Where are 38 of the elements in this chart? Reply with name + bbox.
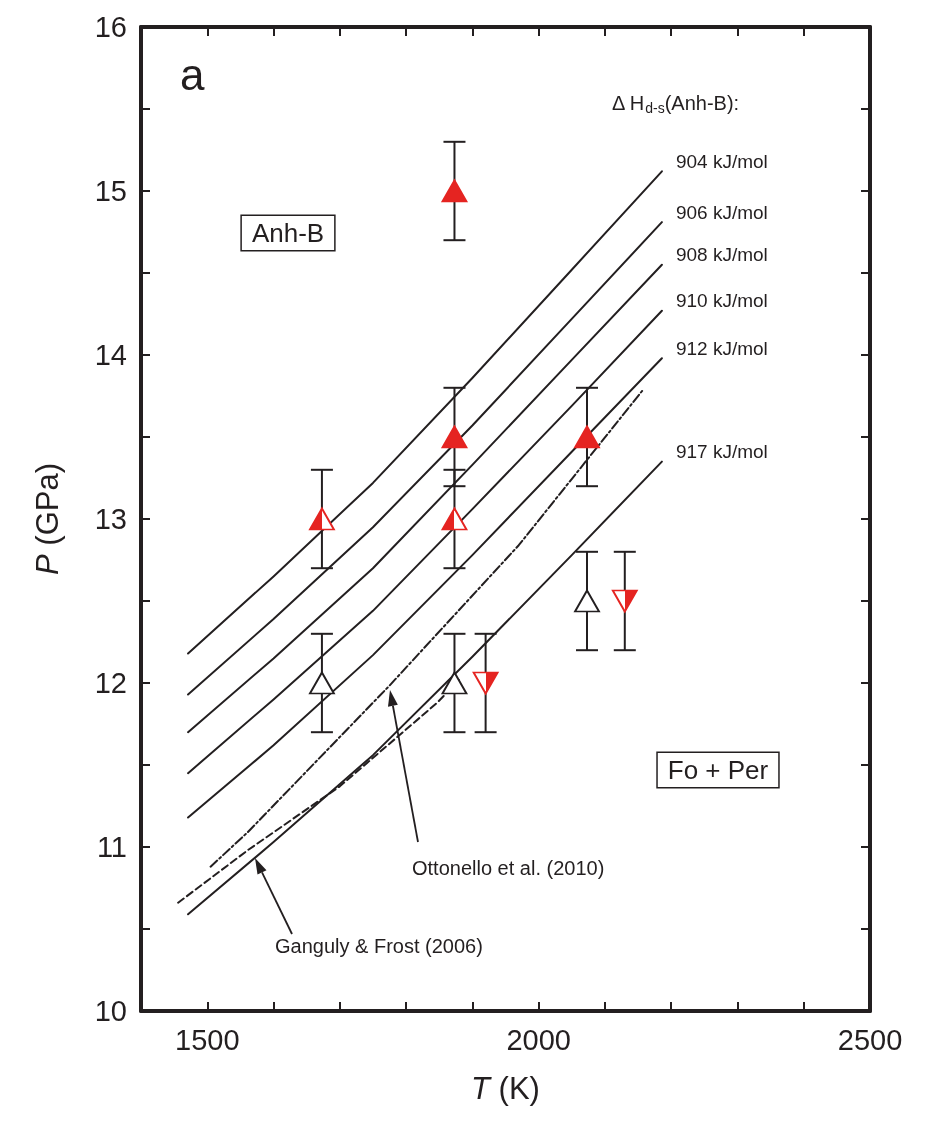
annotation: a [180,49,205,99]
series-label: 904 kJ/mol [675,150,768,172]
series-label: 910 kJ/mol [675,290,768,312]
x-tick-label: 2000 [506,1023,571,1056]
series-label: 917 kJ/mol [675,441,768,463]
y-tick-label: 10 [94,995,127,1027]
point [611,589,638,613]
line-series [187,357,663,819]
annotation: Fo + Per [667,755,769,785]
annotation: Ottonello et al. (2010) [412,857,605,879]
x-tick-label: 2500 [837,1023,903,1056]
series-label: 912 kJ/mol [675,337,768,359]
line-series [187,170,663,655]
y-tick-label: 13 [94,503,127,535]
point [441,425,468,449]
y-tick-label: 12 [94,667,127,699]
series-label: 908 kJ/mol [675,244,768,266]
annotation: Ganguly & Frost (2006) [275,935,483,957]
point [574,425,600,449]
x-tick-label: 1500 [175,1023,240,1056]
point [574,589,600,613]
y-tick-label: 15 [94,175,127,207]
point [441,179,468,203]
line-series [187,263,663,734]
point [309,507,335,531]
y-tick-label: 14 [94,339,127,371]
point [309,671,335,695]
y-tick-label: 11 [96,831,127,863]
y-axis-title: P (GPa) [30,463,65,575]
point [441,671,468,695]
y-tick-label: 16 [94,11,127,43]
line-series [187,221,663,696]
series-label: 906 kJ/mol [675,201,768,223]
annotation: Anh-B [251,218,325,248]
point [441,507,468,531]
point [472,671,499,695]
x-axis-title: T (K) [471,1071,540,1106]
line-series [187,309,663,775]
